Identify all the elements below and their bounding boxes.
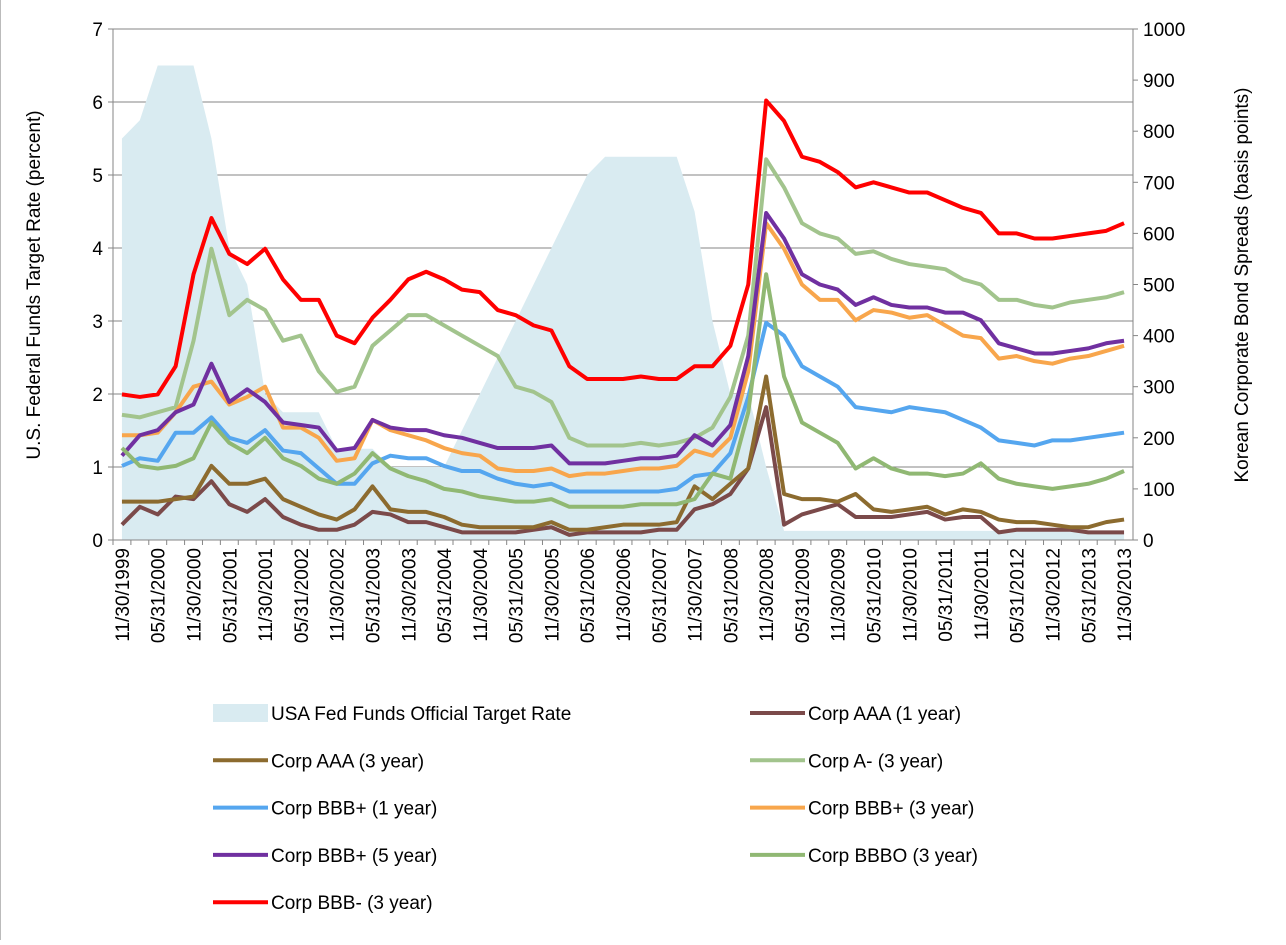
x-tick-label: 11/30/1999 [113,548,134,642]
line [120,405,1125,537]
y-axis-title: U.S. Federal Funds Target Rate (percent) [24,110,45,459]
x-tick-label: 05/31/2008 [721,548,742,643]
legend-label: Corp A- (3 year) [808,751,943,772]
x-tick-label: 11/30/2005 [542,548,563,642]
legend-label: Corp BBB+ (1 year) [271,799,437,820]
x-tick-label: 11/30/2002 [328,548,349,642]
y2-tick-label: 700 [1143,173,1175,194]
y-tick-label: 5 [92,166,103,187]
x-tick-label: 11/30/2013 [1115,548,1136,642]
y2-tick-label: 1000 [1143,20,1185,41]
y2-tick-label: 900 [1143,71,1175,92]
x-tick-label: 05/31/2012 [1008,548,1029,643]
line [120,210,1125,466]
x-tick-label: 05/31/2001 [220,548,241,643]
legend-swatch [213,704,268,722]
line [121,98,1125,399]
legend-label: Corp AAA (3 year) [271,751,424,772]
legend-label: Corp BBB+ (5 year) [271,846,437,867]
x-tick-label: 05/31/2013 [1079,548,1100,643]
y2-tick-label: 600 [1143,224,1175,245]
area [121,65,1125,540]
x-tick-label: 11/30/2007 [686,548,707,642]
x-tick-label: 05/31/2005 [507,548,528,643]
y-tick-label: 4 [92,239,103,260]
x-tick-label: 11/30/2001 [256,548,277,642]
y2-axis-title: Korean Corporate Bond Spreads (basis poi… [1232,87,1253,482]
x-tick-label: 11/30/2000 [185,548,206,642]
line [121,374,1125,532]
x-tick-label: 05/31/2007 [650,548,671,643]
line [121,157,1125,448]
y2-tick-label: 200 [1143,429,1175,450]
x-tick-label: 11/30/2006 [614,548,635,642]
x-tick-label: 11/30/2012 [1043,548,1064,642]
x-tick-label: 11/30/2009 [829,548,850,642]
y2-tick-label: 100 [1143,480,1175,501]
y-tick-label: 6 [92,93,103,114]
legend-label: Corp BBB+ (3 year) [808,799,974,820]
y2-tick-label: 400 [1143,327,1175,348]
x-tick-label: 05/31/2002 [292,548,313,643]
x-tick-label: 05/31/2011 [936,548,957,642]
y2-tick-label: 800 [1143,122,1175,143]
y-tick-label: 2 [92,385,103,406]
legend-label: Corp BBB- (3 year) [271,893,433,914]
y2-tick-label: 300 [1143,378,1175,399]
x-tick-label: 11/30/2003 [399,548,420,642]
y2-tick-label: 500 [1143,276,1175,297]
y-tick-label: 7 [92,20,103,41]
x-tick-label: 05/31/2010 [865,548,886,643]
x-tick-label: 11/30/2004 [471,548,492,642]
line [120,272,1125,509]
y-tick-label: 3 [92,312,103,333]
x-tick-label: 05/31/2006 [578,548,599,643]
x-tick-label: 05/31/2000 [149,548,170,643]
x-tick-label: 11/30/2008 [757,548,778,642]
legend-label: Corp BBBO (3 year) [808,846,978,867]
x-tick-label: 05/31/2009 [793,548,814,643]
y-tick-label: 0 [92,531,103,552]
x-tick-label: 11/30/2011 [972,548,993,640]
x-tick-label: 05/31/2004 [435,548,456,644]
line [121,320,1125,494]
legend-label: Corp AAA (1 year) [808,704,961,725]
legend-label: USA Fed Funds Official Target Rate [271,704,571,725]
x-tick-label: 11/30/2010 [900,548,921,642]
y-tick-label: 1 [92,458,103,479]
y2-tick-label: 0 [1143,531,1154,552]
x-tick-label: 05/31/2003 [363,548,384,643]
line [121,221,1125,479]
